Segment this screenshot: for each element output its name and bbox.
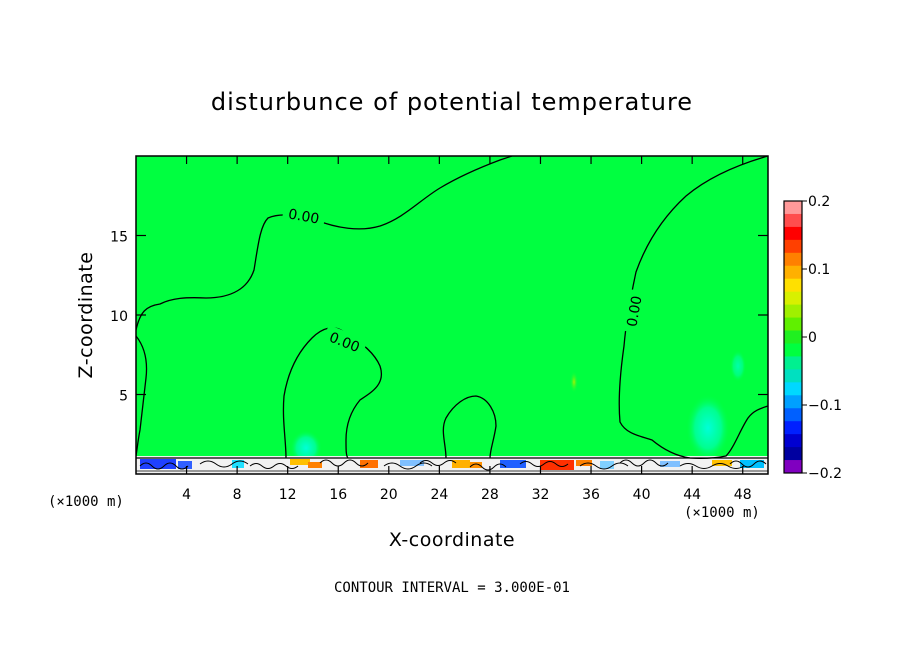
colorbar-swatch (784, 278, 802, 293)
colorbar-swatch (784, 330, 802, 344)
colorbar-swatch (784, 421, 802, 435)
surface-layer (136, 456, 768, 474)
x-tick-label: 24 (430, 487, 448, 503)
x-tick-label: 12 (279, 487, 297, 503)
x-unit-label-right: (×1000 m) (684, 505, 760, 521)
x-tick-label: 28 (481, 487, 499, 503)
colorbar-swatch (784, 382, 802, 396)
y-tick-label: 15 (110, 230, 128, 246)
colorbar-tick-label: −0.1 (808, 398, 842, 414)
x-tick-label: 48 (734, 487, 752, 503)
colorbar-swatch (784, 291, 802, 306)
colorbar-swatch (784, 356, 802, 370)
x-tick-label: 16 (329, 487, 347, 503)
colorbar-ticks: 0.2 0.1 0 −0.1 −0.2 (802, 194, 842, 482)
colorbar-swatch (784, 265, 802, 280)
negative-anomaly-right (686, 394, 730, 462)
negative-anomaly-right-small (730, 350, 746, 382)
contour-upper-left (136, 156, 513, 331)
colorbar-swatch (784, 201, 802, 215)
contour-interval-note: CONTOUR INTERVAL = 3.000E-01 (334, 580, 570, 596)
x-tick-label: 20 (380, 487, 398, 503)
colorbar-swatch (784, 304, 802, 319)
chart-title: disturbunce of potential temperature (211, 88, 693, 116)
colorbar-tick-label: 0 (808, 330, 817, 346)
colorbar-tick-label: 0.1 (808, 262, 830, 278)
x-tick-label: 44 (683, 487, 701, 503)
colorbar (783, 200, 803, 474)
x-tick-label: 32 (532, 487, 550, 503)
contour-label: 0.00 (624, 295, 645, 328)
colorbar-swatch (784, 226, 802, 241)
colorbar-tick-label: −0.2 (808, 466, 842, 482)
colorbar-swatch (784, 408, 802, 422)
y-axis-label: Z-coordinate (75, 252, 97, 379)
colorbar-swatch (784, 252, 802, 267)
x-unit-label-left: (×1000 m) (48, 494, 124, 510)
positive-anomaly (570, 371, 578, 393)
colorbar-swatch (784, 343, 802, 357)
x-tick-label: 8 (233, 487, 242, 503)
contour-left-edge (136, 335, 148, 457)
colorbar-swatch (784, 317, 802, 332)
contour-middle-center (442, 395, 497, 459)
colorbar-swatch (784, 369, 802, 383)
colorbar-swatch (784, 213, 802, 228)
x-axis-label: X-coordinate (389, 529, 515, 551)
colorbar-swatch (784, 239, 802, 254)
contour-label: 0.00 (287, 206, 320, 227)
heatmap-field: 0.00 0.00 0.00 (136, 156, 768, 474)
y-tick-label: 5 (119, 389, 128, 405)
x-axis: 4 8 12 16 20 24 28 32 36 40 44 48 (182, 156, 752, 503)
colorbar-tick-label: 0.2 (808, 194, 830, 210)
y-tick-label: 10 (110, 309, 128, 325)
x-tick-label: 4 (182, 487, 191, 503)
colorbar-swatch (784, 395, 802, 409)
x-tick-label: 40 (633, 487, 651, 503)
colorbar-swatch (784, 460, 802, 474)
x-tick-label: 36 (582, 487, 600, 503)
contour-right (618, 156, 768, 460)
colorbar-swatch (784, 447, 802, 461)
background-field (136, 156, 768, 474)
colorbar-swatch (784, 434, 802, 448)
y-axis: 5 10 15 (110, 230, 768, 405)
